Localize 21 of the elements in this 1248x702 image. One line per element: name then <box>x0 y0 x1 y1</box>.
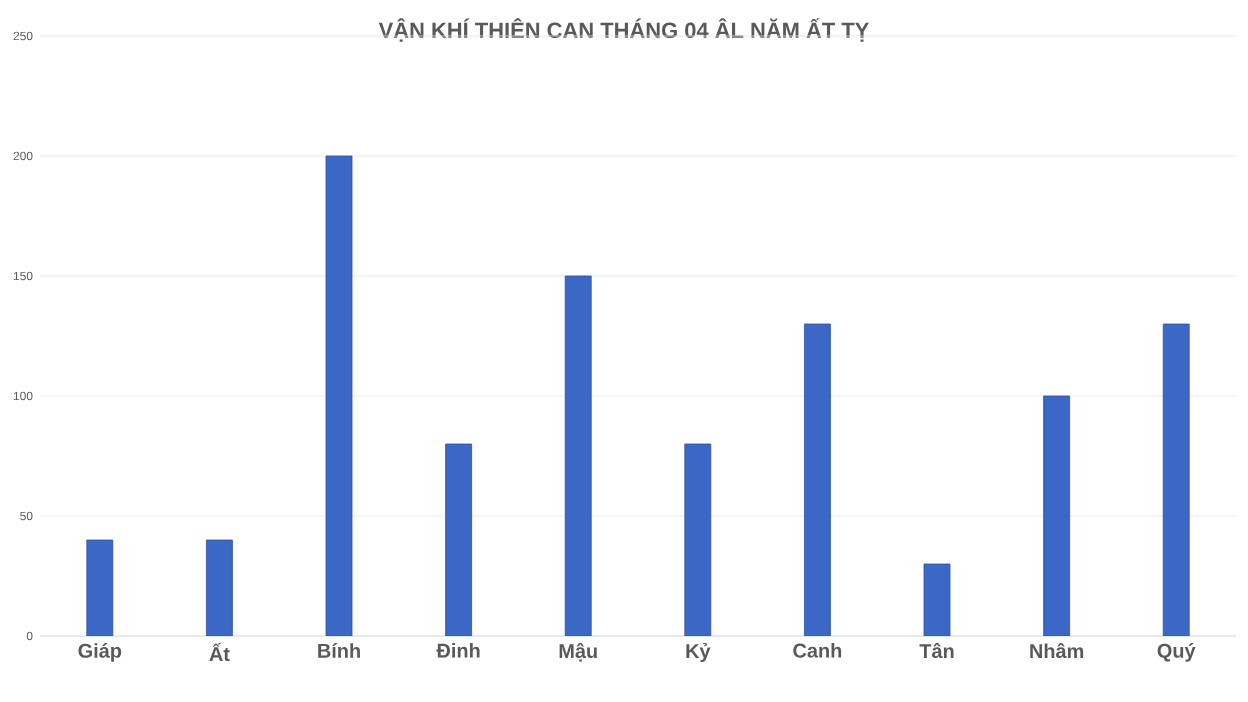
bar <box>86 539 114 636</box>
x-tick-label: Nhâm <box>1030 643 1084 659</box>
x-tick-label: Ất <box>209 643 230 662</box>
bar <box>445 443 473 636</box>
x-tick-label: Tân <box>919 643 954 659</box>
x-tick-label: Mậu <box>559 643 597 662</box>
bar <box>325 155 353 636</box>
bar <box>1043 395 1071 636</box>
bar <box>206 539 233 636</box>
x-tick-label: Quý <box>1157 643 1196 662</box>
bar <box>564 275 592 636</box>
x-tick-label: Canh <box>793 643 842 658</box>
bar <box>684 443 712 636</box>
bar <box>923 563 951 636</box>
bar <box>1162 323 1190 636</box>
x-tick-label: Đinh <box>436 643 480 658</box>
x-tick-label: Giáp <box>78 643 122 662</box>
chart-title: VẬN KHÍ THIÊN CAN THÁNG 04 ÂL NĂM ẤT TỴ <box>378 18 869 42</box>
bar <box>804 323 831 636</box>
x-tick-label: Kỷ <box>686 643 711 663</box>
x-tick-label: Bính <box>318 643 360 658</box>
